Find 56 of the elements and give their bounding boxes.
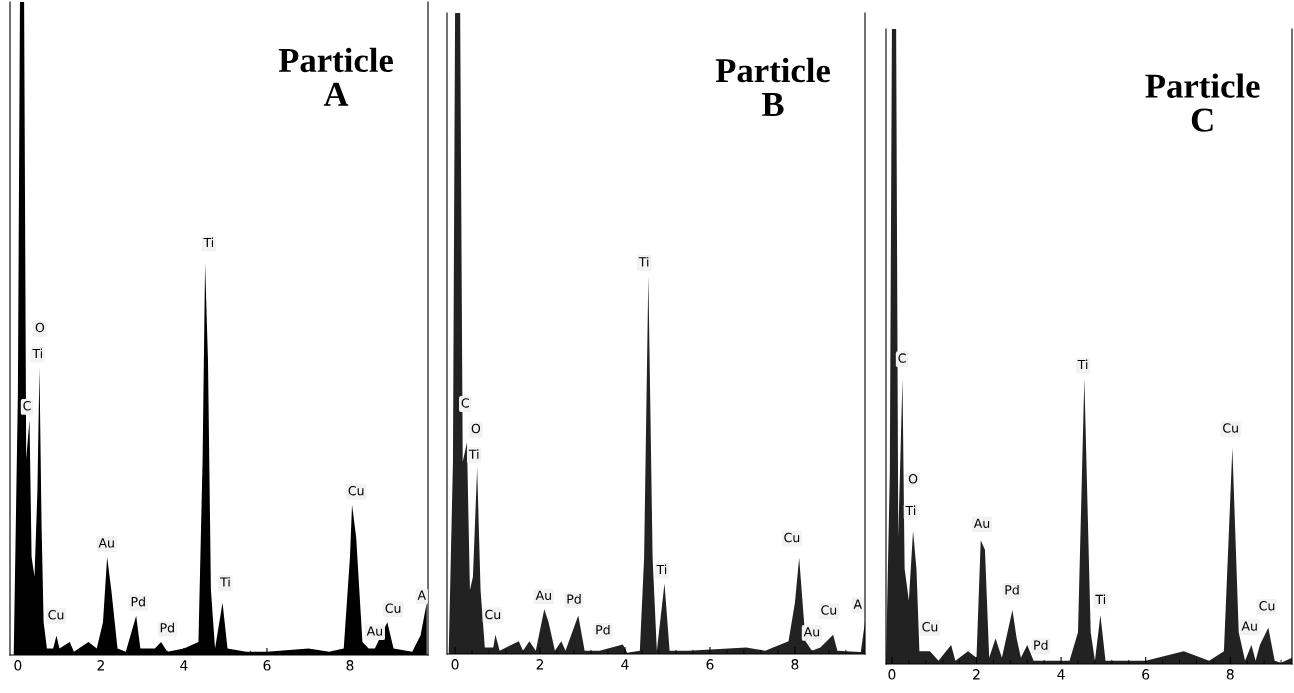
annotation: C [898,353,906,363]
x-tick-label: 2 [97,660,104,671]
x-tick-label: 2 [973,669,980,680]
x-tick-label: 4 [621,659,629,670]
annotation: Pd [596,624,610,635]
x-tick-label: 0 [451,659,459,670]
annotation: Ti [203,237,214,248]
x-tick-label: 0 [888,669,896,680]
annotation: O [471,423,481,434]
x-tick-label: 6 [263,660,271,671]
x-tick-label: 8 [791,659,799,670]
x-tick-label: 0 [14,660,22,671]
x-tick-label: 8 [346,660,354,671]
annotation: Cu [922,621,938,632]
text: Particle C [1145,73,1260,132]
annotation: Cu [1259,601,1275,611]
annotation: Cu [1223,423,1238,433]
annotation: Ti [220,577,230,587]
annotation: Ti [1095,594,1106,604]
annotation: Ti [468,449,479,459]
x-tick-label: 6 [706,659,714,670]
annotation: Ti [905,505,916,516]
annotation: Pd [1034,640,1048,650]
annotation: C [23,401,31,411]
annotation: Cu [784,532,800,543]
x-tick-label: 2 [536,659,544,670]
x-tick-label: 8 [1226,669,1234,680]
annotation: Cu [821,605,837,615]
annotation: Au [366,626,382,636]
annotation: Ti [1077,359,1088,369]
annotation: Au [803,627,819,637]
annotation: Cu [348,485,364,496]
annotation: Au [1241,621,1257,631]
annotation: Au [973,518,990,528]
text: Particle B [715,57,830,116]
annotation: Pd [160,622,174,633]
annotation: O [35,322,45,333]
annotation: Pd [1005,584,1019,595]
x-tick-label: 6 [1142,669,1150,680]
annotation: Au [535,590,551,600]
annotation: Pd [131,596,145,607]
annotation: Ti [638,256,649,267]
annotation: Ti [32,348,42,359]
annotation: A [417,590,426,600]
annotation: A [853,599,862,609]
annotation: Ti [656,564,667,575]
annotation: Pd [567,594,581,604]
text: Particle A [278,47,393,106]
x-tick-label: 4 [180,660,188,671]
annotation: O [908,474,918,484]
annotation: C [461,398,469,408]
annotation: Cu [385,603,401,613]
annotation: Cu [48,609,64,620]
annotation: Cu [485,609,501,620]
x-tick-label: 4 [1057,669,1065,680]
annotation: Au [98,538,114,548]
